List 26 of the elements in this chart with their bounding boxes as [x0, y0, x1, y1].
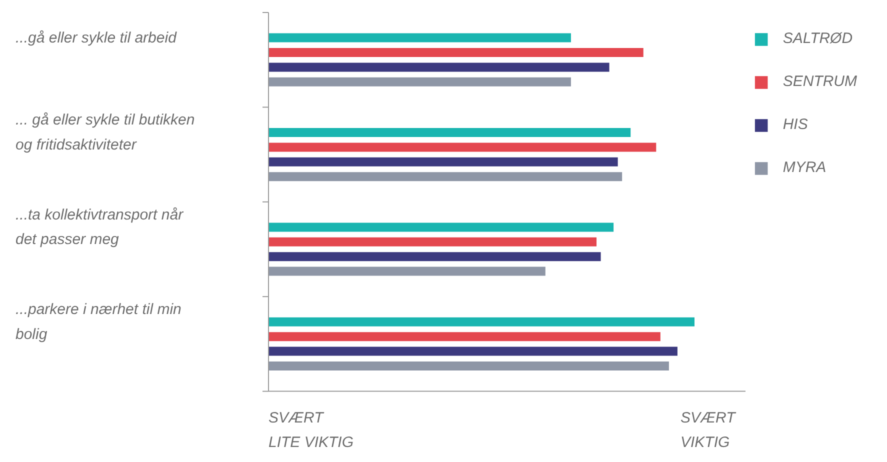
bar — [268, 222, 614, 232]
bar — [268, 362, 669, 370]
bar — [268, 346, 678, 356]
text: SVÆRT VIKTIG — [680, 409, 738, 451]
bar — [268, 48, 644, 57]
bar — [268, 237, 597, 246]
y-tick-label: ...parkere i nærhet til min bolig — [16, 301, 182, 343]
bar — [268, 33, 571, 42]
y-tick-label: ...ta kollektivtransport når det passer meg — [16, 206, 184, 248]
bar — [268, 172, 622, 182]
bar — [268, 332, 660, 342]
bar — [268, 77, 571, 86]
bar — [268, 128, 631, 137]
legend-label: MYRA — [782, 159, 826, 176]
legend-label: HIS — [782, 116, 808, 133]
text: SVÆRT LITE VIKTIG — [268, 409, 354, 451]
legend-label: SENTRUM — [782, 73, 857, 90]
bar — [268, 157, 618, 166]
bar — [268, 266, 546, 276]
y-tick-label: ... gå eller sykle til butikken og fritidsaktiviteter — [16, 112, 195, 154]
bar — [268, 252, 601, 262]
legend-label: SALTRØD — [782, 30, 853, 47]
y-tick-label: ...gå eller sykle til arbeid — [16, 29, 178, 46]
bar — [268, 142, 656, 152]
bar — [268, 62, 610, 72]
bar — [268, 317, 694, 326]
